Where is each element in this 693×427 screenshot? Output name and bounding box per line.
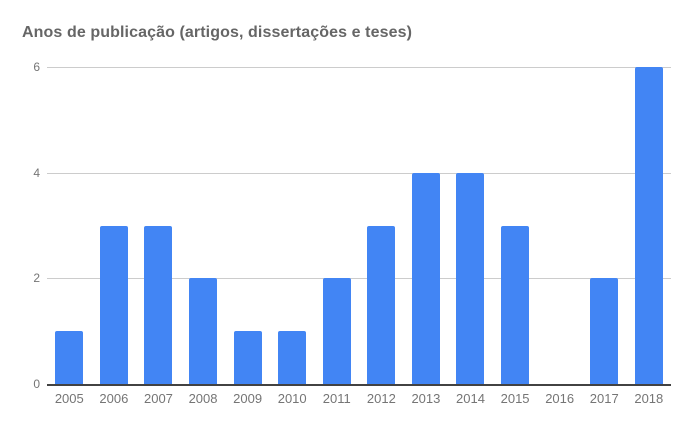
bar-slot-2005 xyxy=(47,67,92,384)
bar-2007[interactable] xyxy=(144,225,173,384)
bar-2009[interactable] xyxy=(233,331,262,384)
x-tick-label-2018: 2018 xyxy=(634,391,664,406)
bar-slot-2009 xyxy=(225,67,270,384)
bar-slot-2013 xyxy=(404,67,449,384)
bar-slot-2012 xyxy=(359,67,404,384)
bar-2005[interactable] xyxy=(55,331,84,384)
x-axis-labels: 2005 2006 2007 2008 2009 2010 2011 2012 2013 2014… xyxy=(47,391,671,406)
x-tick-label-2008: 2008 xyxy=(188,391,218,406)
plot-area xyxy=(47,67,671,386)
bar-slot-2007 xyxy=(136,67,181,384)
bar-2015[interactable] xyxy=(501,225,530,384)
bar-2018[interactable] xyxy=(634,67,663,384)
x-tick-label-2011: 2011 xyxy=(322,391,351,406)
x-tick-label-2006: 2006 xyxy=(99,391,129,406)
y-tick-label-2: 2 xyxy=(33,271,40,286)
x-tick-label-2015: 2015 xyxy=(500,391,530,406)
bar-2010[interactable] xyxy=(278,331,307,384)
x-tick-label-2007: 2007 xyxy=(143,391,173,406)
bar-slot-2017 xyxy=(582,67,627,384)
gridline-4 xyxy=(47,172,671,174)
bar-2017[interactable] xyxy=(590,278,619,384)
x-tick-label-2016: 2016 xyxy=(545,391,575,406)
x-tick-label-2013: 2013 xyxy=(411,391,441,406)
bar-slot-2018 xyxy=(627,67,672,384)
bar-slot-2010 xyxy=(270,67,315,384)
y-tick-label-4: 4 xyxy=(33,165,40,180)
x-tick-label-2005: 2005 xyxy=(54,391,84,406)
x-tick-label-2012: 2012 xyxy=(366,391,396,406)
bar-2008[interactable] xyxy=(189,278,218,384)
gridline-6 xyxy=(47,67,671,68)
x-tick-label-2017: 2017 xyxy=(589,391,619,406)
bar-slot-2014 xyxy=(448,67,493,384)
bar-slot-2016 xyxy=(537,67,582,384)
bar-2012[interactable] xyxy=(367,225,396,384)
x-tick-label-2014: 2014 xyxy=(456,391,485,406)
bar-2006[interactable] xyxy=(99,225,128,384)
bars-container xyxy=(47,67,671,384)
bar-slot-2008 xyxy=(181,67,226,384)
y-axis-labels: 0 2 4 6 xyxy=(0,60,40,391)
bar-2011[interactable] xyxy=(322,278,351,384)
x-tick-label-2009: 2009 xyxy=(233,391,263,406)
x-tick-label-2010: 2010 xyxy=(277,391,307,406)
bar-slot-2015 xyxy=(493,67,538,384)
chart-title: Anos de publicação (artigos, dissertaçõe… xyxy=(22,24,413,41)
y-tick-label-6: 6 xyxy=(33,60,40,74)
bar-2013[interactable] xyxy=(411,172,440,384)
bar-slot-2011 xyxy=(314,67,359,384)
gridline-2 xyxy=(47,278,671,280)
bar-slot-2006 xyxy=(92,67,137,384)
bar-2014[interactable] xyxy=(456,172,485,384)
y-tick-label-0: 0 xyxy=(33,377,40,391)
